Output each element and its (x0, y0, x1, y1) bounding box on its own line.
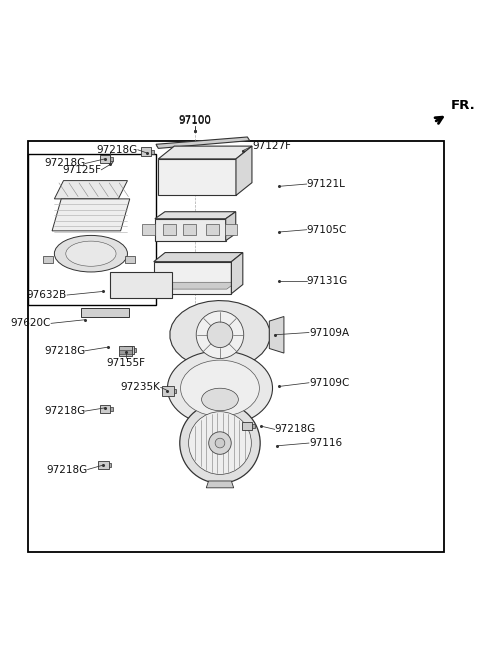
Circle shape (209, 432, 231, 454)
Text: 97218G: 97218G (96, 145, 138, 155)
Text: 97100: 97100 (179, 116, 211, 126)
Text: 97218G: 97218G (46, 465, 87, 475)
Polygon shape (155, 219, 226, 241)
Polygon shape (206, 481, 234, 488)
Polygon shape (54, 181, 128, 199)
Text: 97127F: 97127F (252, 141, 291, 151)
Text: 97121L: 97121L (307, 179, 346, 189)
Polygon shape (155, 211, 236, 219)
Bar (163, 224, 176, 235)
Text: 97218G: 97218G (275, 424, 316, 434)
Polygon shape (158, 159, 236, 196)
Ellipse shape (54, 235, 128, 272)
Bar (151, 150, 154, 154)
Bar (123, 346, 133, 354)
Bar (110, 407, 113, 412)
Text: 97105C: 97105C (307, 225, 347, 235)
Bar (119, 350, 132, 354)
Circle shape (196, 311, 244, 358)
Bar (133, 348, 136, 352)
Polygon shape (170, 301, 269, 369)
Circle shape (189, 412, 252, 474)
Polygon shape (154, 262, 231, 294)
Polygon shape (52, 199, 130, 231)
Text: 97125F: 97125F (62, 165, 101, 175)
Bar (110, 157, 113, 161)
Text: 97235K: 97235K (120, 382, 161, 392)
Bar (98, 461, 108, 469)
Ellipse shape (66, 241, 116, 266)
Bar (100, 405, 110, 414)
Circle shape (180, 403, 260, 483)
Bar (119, 346, 132, 356)
Text: 97155F: 97155F (107, 358, 146, 368)
Polygon shape (236, 146, 252, 196)
Bar (183, 224, 196, 235)
Text: 97218G: 97218G (44, 346, 85, 356)
Text: 97116: 97116 (309, 438, 342, 448)
Text: 97620C: 97620C (11, 319, 51, 329)
Bar (242, 422, 252, 430)
Bar (225, 224, 237, 235)
Bar (28, 154, 156, 305)
Text: 97632B: 97632B (27, 290, 67, 300)
Ellipse shape (168, 350, 273, 426)
Bar (142, 224, 155, 235)
Polygon shape (226, 211, 236, 241)
Bar (125, 255, 135, 263)
Bar (43, 255, 53, 263)
Text: 97109A: 97109A (309, 327, 349, 338)
Text: FR.: FR. (451, 99, 476, 112)
Text: 97218G: 97218G (44, 158, 85, 168)
Bar (110, 272, 172, 298)
Text: 97100: 97100 (179, 114, 211, 124)
Text: 97131G: 97131G (307, 277, 348, 287)
Circle shape (207, 322, 233, 348)
Text: 97109C: 97109C (309, 378, 349, 388)
Bar (81, 309, 129, 317)
Polygon shape (231, 253, 243, 294)
Bar (141, 148, 151, 156)
Polygon shape (269, 317, 284, 353)
Bar (162, 386, 174, 396)
Bar (206, 224, 219, 235)
Circle shape (108, 158, 113, 164)
Polygon shape (158, 282, 236, 289)
Text: 97218G: 97218G (44, 406, 85, 416)
Bar (108, 463, 111, 467)
Bar (252, 424, 255, 428)
Bar (174, 388, 176, 393)
Bar (100, 155, 110, 163)
Circle shape (215, 438, 225, 448)
Polygon shape (154, 253, 243, 262)
Ellipse shape (180, 360, 259, 416)
Ellipse shape (202, 388, 239, 411)
Polygon shape (158, 146, 252, 159)
Polygon shape (156, 137, 250, 148)
